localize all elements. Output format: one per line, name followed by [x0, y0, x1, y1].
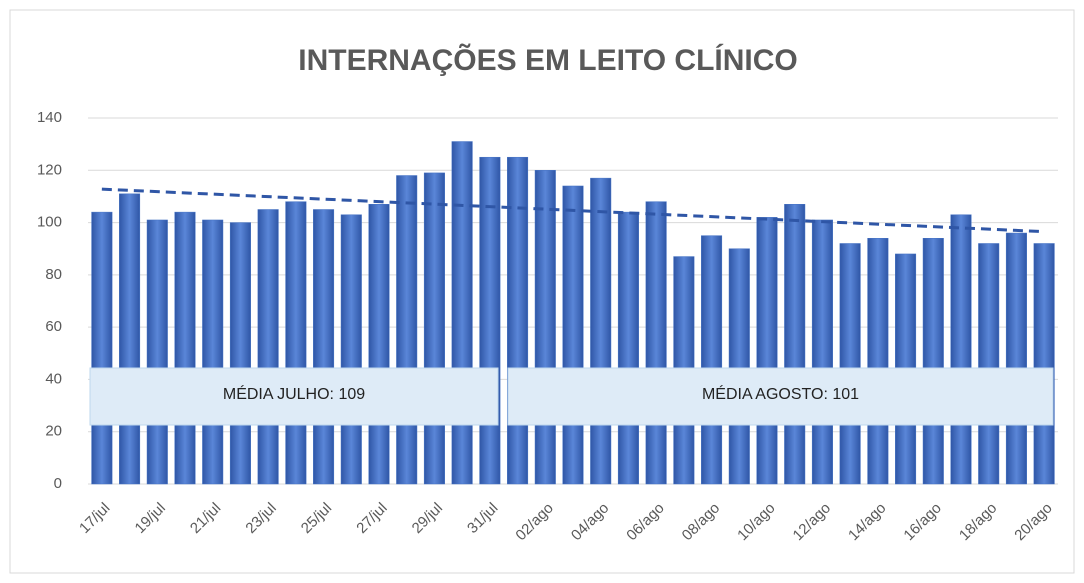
bar	[617, 211, 639, 485]
bar	[368, 204, 390, 485]
y-tick-label: 120	[37, 161, 62, 178]
bar	[811, 219, 833, 485]
bar	[756, 217, 778, 485]
annotation-box	[89, 367, 499, 426]
bar	[839, 243, 861, 485]
bar	[313, 209, 335, 485]
bar	[119, 193, 141, 485]
bar	[451, 141, 473, 485]
annotation-box	[507, 367, 1054, 426]
bar	[728, 248, 750, 485]
bar	[590, 177, 612, 485]
bar	[202, 219, 224, 485]
bar	[784, 204, 806, 485]
annotation: MÉDIA JULHO: 109	[223, 384, 365, 403]
bar	[1005, 232, 1027, 485]
bar	[91, 211, 113, 485]
bar	[950, 214, 972, 485]
y-tick-label: 40	[45, 370, 62, 387]
bar	[423, 172, 445, 485]
bar	[146, 219, 168, 485]
y-tick-label: 80	[45, 266, 62, 283]
bar	[1033, 243, 1055, 485]
bar	[922, 238, 944, 485]
bar	[174, 211, 196, 485]
bar	[340, 214, 362, 485]
bar	[285, 201, 307, 485]
y-tick-label: 20	[45, 423, 62, 440]
chart-title: INTERNAÇÕES EM LEITO CLÍNICO	[298, 43, 797, 77]
annotation: MÉDIA AGOSTO: 101	[702, 384, 859, 403]
bar	[229, 222, 251, 485]
y-tick-label: 100	[37, 214, 62, 231]
trend-line	[101, 187, 1045, 234]
bar	[645, 201, 667, 485]
bar	[562, 185, 584, 485]
bar	[867, 238, 889, 485]
y-tick-label: 60	[45, 318, 62, 335]
y-tick-label: 140	[37, 109, 62, 126]
bar	[701, 235, 723, 485]
bar	[534, 170, 556, 485]
bar	[396, 175, 418, 485]
bar	[978, 243, 1000, 485]
y-tick-label: 0	[54, 475, 62, 492]
bar	[257, 209, 279, 485]
